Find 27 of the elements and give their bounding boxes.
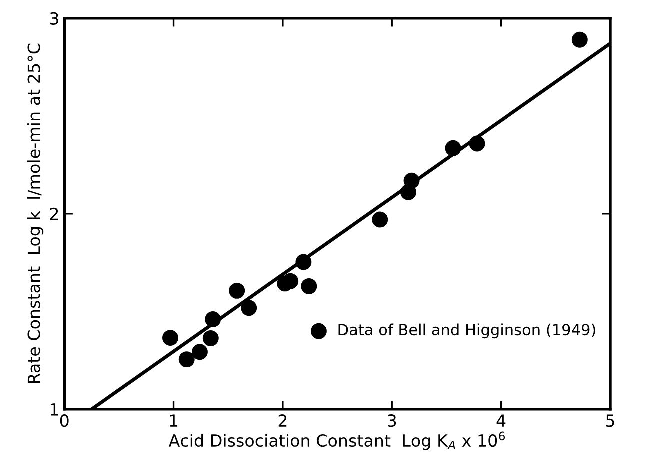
point (229, 282, 246, 299)
point (296, 254, 312, 270)
x-tick-label: 0 (60, 414, 69, 428)
point (205, 311, 222, 328)
point (202, 330, 219, 346)
point (241, 300, 258, 316)
point (301, 278, 318, 294)
y-axis-title: Rate Constant Log k l/mole-min at 25°C (27, 44, 44, 384)
point (162, 330, 178, 346)
point (178, 352, 195, 368)
x-tick-label: 3 (388, 414, 396, 428)
x-tick-label: 1 (170, 414, 178, 427)
x-tick-label: 5 (606, 414, 614, 428)
x-tick-label: 4 (496, 414, 506, 427)
point (192, 344, 208, 360)
point (404, 172, 420, 189)
y-tick-label: 1 (50, 404, 58, 416)
legend-label: Data of Bell and Higginson (1949) (338, 324, 596, 339)
y-tick-label: 2 (50, 208, 58, 220)
point (572, 32, 588, 48)
point (372, 212, 388, 228)
y-tick-label: 3 (50, 12, 58, 25)
point (469, 136, 486, 152)
point (282, 273, 299, 290)
x-axis-title: Acid Dissociation Constant Log K$_{A}$ x 10$^{6}$ (168, 432, 506, 450)
point (445, 140, 462, 156)
x-tick-label: 2 (278, 414, 287, 427)
